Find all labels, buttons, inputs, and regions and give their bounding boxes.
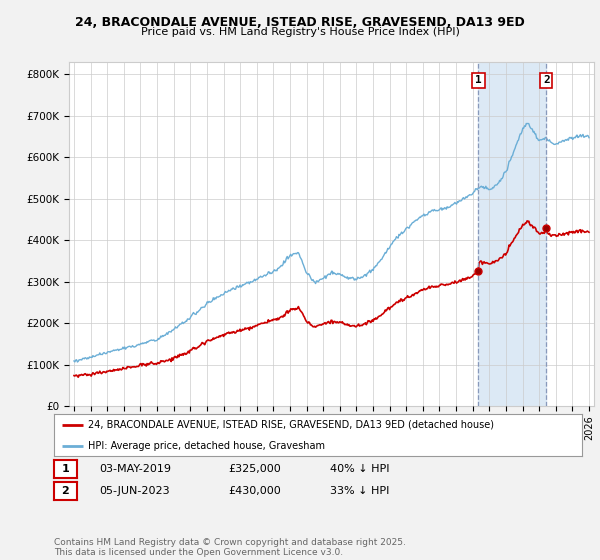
Bar xyxy=(478,62,547,406)
Text: Contains HM Land Registry data © Crown copyright and database right 2025.
This d: Contains HM Land Registry data © Crown c… xyxy=(54,538,406,557)
Text: 05-JUN-2023: 05-JUN-2023 xyxy=(99,486,170,496)
Text: £430,000: £430,000 xyxy=(228,486,281,496)
Text: HPI: Average price, detached house, Gravesham: HPI: Average price, detached house, Grav… xyxy=(88,441,325,451)
Text: £325,000: £325,000 xyxy=(228,464,281,474)
Text: 1: 1 xyxy=(475,76,482,85)
Text: 33% ↓ HPI: 33% ↓ HPI xyxy=(330,486,389,496)
Text: 2: 2 xyxy=(543,76,550,85)
Text: Price paid vs. HM Land Registry's House Price Index (HPI): Price paid vs. HM Land Registry's House … xyxy=(140,27,460,37)
Text: 24, BRACONDALE AVENUE, ISTEAD RISE, GRAVESEND, DA13 9ED: 24, BRACONDALE AVENUE, ISTEAD RISE, GRAV… xyxy=(75,16,525,29)
Text: 40% ↓ HPI: 40% ↓ HPI xyxy=(330,464,389,474)
Text: 2: 2 xyxy=(62,486,69,496)
Text: 1: 1 xyxy=(62,464,69,474)
Text: 24, BRACONDALE AVENUE, ISTEAD RISE, GRAVESEND, DA13 9ED (detached house): 24, BRACONDALE AVENUE, ISTEAD RISE, GRAV… xyxy=(88,420,494,430)
Text: 03-MAY-2019: 03-MAY-2019 xyxy=(99,464,171,474)
